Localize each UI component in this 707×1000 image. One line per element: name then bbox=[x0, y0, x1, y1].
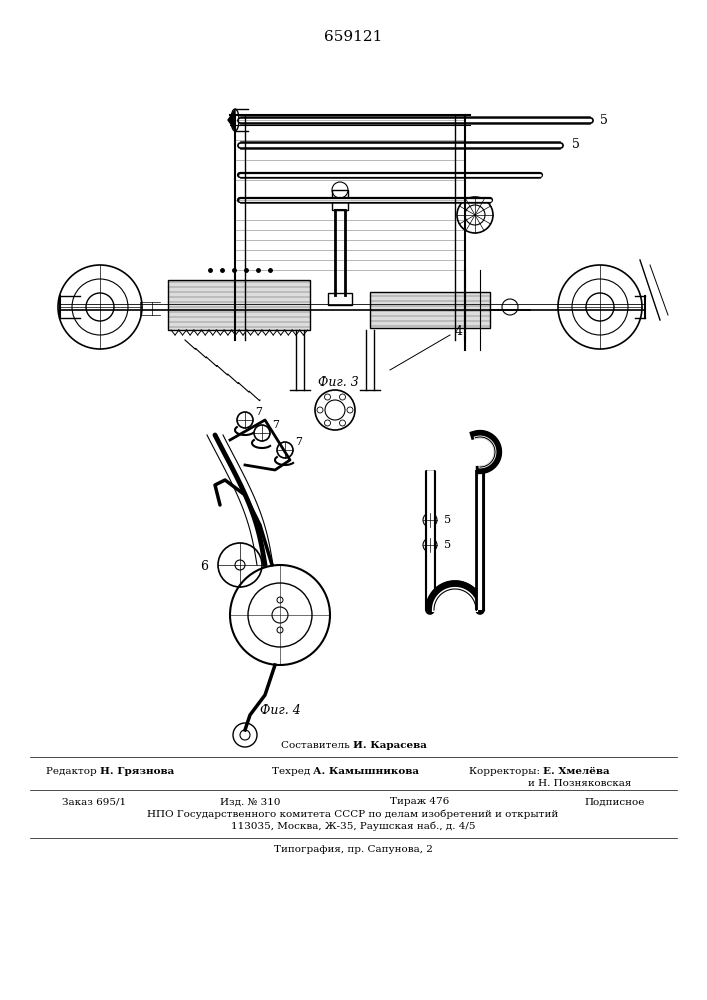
Text: Составитель: Составитель bbox=[281, 740, 353, 750]
Polygon shape bbox=[228, 110, 235, 130]
Text: Фиг. 3: Фиг. 3 bbox=[318, 376, 358, 389]
Text: А. Камышникова: А. Камышникова bbox=[313, 768, 419, 776]
Ellipse shape bbox=[231, 109, 239, 131]
Text: 7: 7 bbox=[295, 437, 302, 447]
Text: 113035, Москва, Ж-35, Раушская наб., д. 4/5: 113035, Москва, Ж-35, Раушская наб., д. … bbox=[230, 821, 475, 831]
Text: Н. Грязнова: Н. Грязнова bbox=[100, 768, 174, 776]
Text: 5: 5 bbox=[600, 113, 608, 126]
Bar bbox=[168, 280, 310, 330]
Text: Подписное: Подписное bbox=[585, 798, 645, 806]
Text: Редактор: Редактор bbox=[46, 768, 100, 776]
Text: 5: 5 bbox=[444, 540, 451, 550]
Bar bbox=[328, 293, 352, 305]
Bar bbox=[332, 190, 348, 210]
Text: 7: 7 bbox=[255, 407, 262, 417]
Text: Тираж 476: Тираж 476 bbox=[390, 798, 450, 806]
Text: 659121: 659121 bbox=[324, 30, 382, 44]
Text: Изд. № 310: Изд. № 310 bbox=[220, 798, 280, 806]
Text: 5: 5 bbox=[444, 515, 451, 525]
Bar bbox=[370, 292, 490, 328]
Text: 6: 6 bbox=[200, 560, 208, 573]
Text: Типография, пр. Сапунова, 2: Типография, пр. Сапунова, 2 bbox=[274, 846, 433, 854]
Text: Заказ 695/1: Заказ 695/1 bbox=[62, 798, 126, 806]
Text: и Н. Позняковская: и Н. Позняковская bbox=[528, 778, 631, 788]
Text: 4: 4 bbox=[455, 325, 463, 338]
Text: Фиг. 4: Фиг. 4 bbox=[259, 704, 300, 716]
Circle shape bbox=[235, 560, 245, 570]
Text: НПО Государственного комитета СССР по делам изобретений и открытий: НПО Государственного комитета СССР по де… bbox=[147, 809, 559, 819]
Text: Е. Хмелёва: Е. Хмелёва bbox=[543, 768, 609, 776]
Text: 5: 5 bbox=[572, 138, 580, 151]
Text: Техред: Техред bbox=[271, 768, 313, 776]
Text: 7: 7 bbox=[272, 420, 279, 430]
Text: Корректоры:: Корректоры: bbox=[469, 768, 543, 776]
Text: И. Карасева: И. Карасева bbox=[353, 740, 427, 750]
